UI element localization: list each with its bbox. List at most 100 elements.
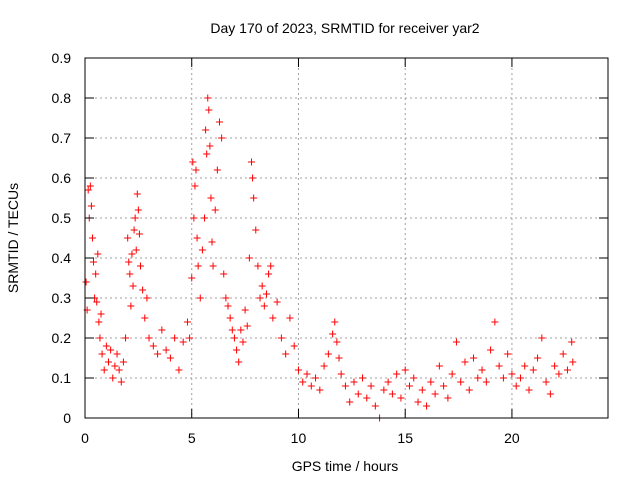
data-point bbox=[312, 374, 320, 382]
data-point bbox=[171, 334, 179, 342]
data-point bbox=[290, 342, 298, 350]
data-point bbox=[134, 206, 142, 214]
data-point bbox=[452, 338, 460, 346]
data-point bbox=[470, 354, 478, 362]
data-point bbox=[250, 194, 258, 202]
data-point bbox=[405, 382, 413, 390]
data-point bbox=[316, 386, 324, 394]
data-point bbox=[98, 350, 106, 358]
data-point bbox=[551, 362, 559, 370]
data-point bbox=[495, 362, 503, 370]
data-point bbox=[256, 294, 264, 302]
data-point bbox=[262, 290, 270, 298]
data-point bbox=[188, 274, 196, 282]
data-point bbox=[220, 270, 228, 278]
data-point bbox=[135, 230, 143, 238]
data-point bbox=[324, 350, 332, 358]
data-point bbox=[337, 370, 345, 378]
data-point bbox=[149, 342, 157, 350]
data-point bbox=[273, 298, 281, 306]
data-point bbox=[248, 158, 256, 166]
data-point bbox=[335, 354, 343, 362]
data-point bbox=[346, 398, 354, 406]
data-point bbox=[363, 394, 371, 402]
data-point bbox=[448, 370, 456, 378]
data-point bbox=[87, 202, 95, 210]
data-point bbox=[179, 338, 187, 346]
data-point bbox=[235, 358, 243, 366]
data-point bbox=[211, 206, 219, 214]
data-point bbox=[303, 370, 311, 378]
data-point bbox=[230, 334, 238, 342]
data-point bbox=[201, 214, 209, 222]
data-point bbox=[127, 302, 135, 310]
data-point bbox=[401, 366, 409, 374]
data-point bbox=[115, 366, 123, 374]
data-point bbox=[218, 134, 226, 142]
data-point bbox=[166, 354, 174, 362]
data-point bbox=[132, 246, 140, 254]
data-point bbox=[559, 350, 567, 358]
data-point bbox=[183, 318, 191, 326]
data-point bbox=[109, 374, 117, 382]
data-point bbox=[107, 346, 115, 354]
data-point bbox=[100, 366, 108, 374]
axis-ticks bbox=[84, 57, 608, 419]
chart-title: Day 170 of 2023, SRMTID for receiver yar… bbox=[210, 20, 479, 36]
data-point bbox=[538, 334, 546, 342]
x-tick-label: 15 bbox=[397, 430, 413, 446]
data-point bbox=[294, 366, 302, 374]
data-point bbox=[145, 334, 153, 342]
data-point bbox=[418, 386, 426, 394]
data-point bbox=[137, 262, 145, 270]
data-point bbox=[94, 250, 102, 258]
data-point bbox=[143, 294, 151, 302]
data-point bbox=[117, 378, 125, 386]
data-point bbox=[204, 94, 212, 102]
data-point bbox=[208, 238, 216, 246]
y-axis-label: SRMTID / TECUs bbox=[5, 183, 21, 293]
data-point bbox=[129, 282, 137, 290]
data-point bbox=[525, 386, 533, 394]
y-tick-label: 0.1 bbox=[52, 370, 72, 386]
data-point bbox=[267, 262, 275, 270]
data-point bbox=[397, 394, 405, 402]
y-tick-label: 0.3 bbox=[52, 290, 72, 306]
data-point bbox=[193, 234, 201, 242]
y-tick-label: 0.7 bbox=[52, 130, 72, 146]
data-point bbox=[529, 366, 537, 374]
data-point bbox=[350, 378, 358, 386]
data-point bbox=[457, 378, 465, 386]
data-point bbox=[258, 282, 266, 290]
data-point bbox=[427, 378, 435, 386]
y-tick-label: 0.2 bbox=[52, 330, 72, 346]
data-point bbox=[384, 378, 392, 386]
data-point bbox=[341, 382, 349, 390]
data-point bbox=[126, 270, 134, 278]
data-point bbox=[249, 174, 257, 182]
data-point bbox=[380, 386, 388, 394]
data-point bbox=[88, 234, 96, 242]
data-point bbox=[102, 342, 110, 350]
data-point bbox=[196, 294, 204, 302]
x-tick-label: 10 bbox=[291, 430, 307, 446]
data-point bbox=[435, 362, 443, 370]
data-point bbox=[215, 118, 223, 126]
data-point bbox=[239, 338, 247, 346]
data-point bbox=[222, 294, 230, 302]
data-point bbox=[354, 390, 362, 398]
data-point bbox=[131, 214, 139, 222]
data-point bbox=[521, 362, 529, 370]
data-point bbox=[508, 370, 516, 378]
data-point bbox=[209, 262, 217, 270]
data-point bbox=[516, 374, 524, 382]
data-point bbox=[331, 318, 339, 326]
data-point bbox=[192, 166, 200, 174]
data-point bbox=[367, 382, 375, 390]
data-point bbox=[190, 214, 198, 222]
data-point bbox=[478, 366, 486, 374]
data-point bbox=[133, 190, 141, 198]
data-point bbox=[82, 278, 90, 286]
data-point bbox=[90, 258, 98, 266]
